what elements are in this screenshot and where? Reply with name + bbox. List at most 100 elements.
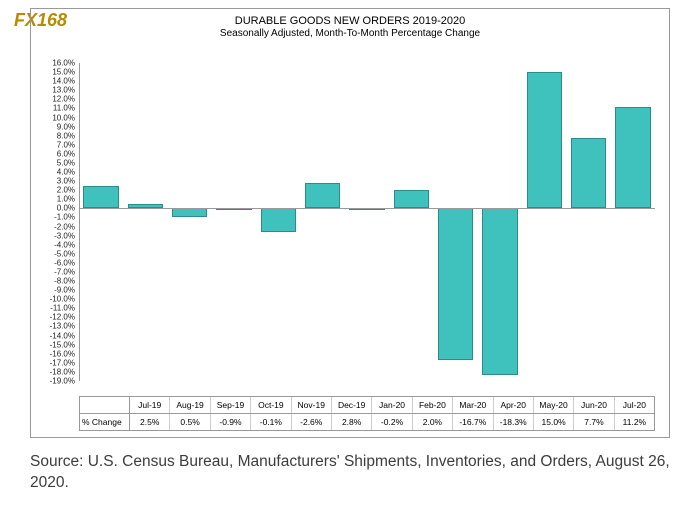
y-axis-tick-label: -13.0% xyxy=(50,322,75,331)
y-axis-tick-label: -11.0% xyxy=(50,304,75,313)
bar-column xyxy=(478,63,522,381)
table-header-cell: Jun-20 xyxy=(574,397,614,413)
y-axis-tick-label: 2.0% xyxy=(57,186,75,195)
y-axis-tick-label: 8.0% xyxy=(57,131,75,140)
bar-column xyxy=(389,63,433,381)
table-row-label: % Change xyxy=(80,414,130,430)
table-value-cell: 2.0% xyxy=(413,414,453,430)
y-axis-tick-label: -17.0% xyxy=(50,358,75,367)
table-value-cell: 7.7% xyxy=(574,414,614,430)
chart-titles: DURABLE GOODS NEW ORDERS 2019-2020 Seaso… xyxy=(31,9,669,39)
bar xyxy=(482,208,517,374)
table-header-cell: Jul-19 xyxy=(130,397,170,413)
chart-plot-area: -19.0%-18.0%-17.0%-16.0%-15.0%-14.0%-13.… xyxy=(79,63,655,381)
table-header-cell: Nov-19 xyxy=(292,397,332,413)
y-axis-tick-label: 16.0% xyxy=(52,59,75,68)
bar-column xyxy=(212,63,256,381)
table-value-cell: 11.2% xyxy=(615,414,654,430)
bar-column xyxy=(345,63,389,381)
bar xyxy=(305,183,340,208)
chart-bars xyxy=(79,63,655,381)
y-axis-tick-label: -10.0% xyxy=(50,295,75,304)
y-axis-tick-label: 1.0% xyxy=(57,195,75,204)
source-citation: Source: U.S. Census Bureau, Manufacturer… xyxy=(30,452,670,494)
chart-data-table: Jul-19Aug-19Sep-19Oct-19Nov-19Dec-19Jan-… xyxy=(79,396,655,431)
table-value-cell: -0.2% xyxy=(372,414,412,430)
bar-column xyxy=(611,63,655,381)
y-axis-tick-label: 15.0% xyxy=(52,68,75,77)
bar-column xyxy=(301,63,345,381)
y-axis-tick-label: -9.0% xyxy=(54,286,75,295)
table-value-cell: -18.3% xyxy=(494,414,534,430)
table-header-row: Jul-19Aug-19Sep-19Oct-19Nov-19Dec-19Jan-… xyxy=(80,397,654,414)
y-axis-tick-label: -15.0% xyxy=(50,340,75,349)
y-axis-tick-label: 0.0% xyxy=(57,204,75,213)
bar-column xyxy=(168,63,212,381)
y-axis-tick-label: 4.0% xyxy=(57,168,75,177)
zero-baseline xyxy=(79,208,655,209)
table-header-cell: Feb-20 xyxy=(413,397,453,413)
bar-column xyxy=(566,63,610,381)
y-axis-tick-label: -2.0% xyxy=(54,222,75,231)
table-header-cells: Jul-19Aug-19Sep-19Oct-19Nov-19Dec-19Jan-… xyxy=(130,397,654,413)
bar-column xyxy=(79,63,123,381)
page-root: FX168 DURABLE GOODS NEW ORDERS 2019-2020… xyxy=(0,0,700,522)
chart-container: DURABLE GOODS NEW ORDERS 2019-2020 Seaso… xyxy=(30,8,670,438)
y-axis-tick-label: 9.0% xyxy=(57,122,75,131)
y-axis-tick-label: -12.0% xyxy=(50,313,75,322)
table-header-cell: May-20 xyxy=(534,397,574,413)
chart-subtitle: Seasonally Adjusted, Month-To-Month Perc… xyxy=(31,28,669,39)
bar-column xyxy=(522,63,566,381)
bar-column xyxy=(256,63,300,381)
table-value-cell: -0.9% xyxy=(211,414,251,430)
table-header-cell: Aug-19 xyxy=(170,397,210,413)
y-axis-tick-label: 5.0% xyxy=(57,158,75,167)
y-axis-tick-label: 11.0% xyxy=(53,104,75,113)
table-value-cell: 0.5% xyxy=(170,414,210,430)
y-axis-tick-label: 6.0% xyxy=(57,149,75,158)
table-header-cell: Mar-20 xyxy=(453,397,493,413)
y-axis-tick-label: -18.0% xyxy=(50,367,75,376)
table-value-cell: -2.6% xyxy=(292,414,332,430)
bar xyxy=(527,72,562,208)
table-header-blank xyxy=(80,397,130,413)
bar-column xyxy=(434,63,478,381)
bar xyxy=(571,138,606,208)
table-header-cell: Jan-20 xyxy=(372,397,412,413)
y-axis-tick-label: -1.0% xyxy=(54,213,75,222)
y-axis-tick-label: 10.0% xyxy=(52,113,75,122)
y-axis-tick-label: 7.0% xyxy=(57,140,75,149)
table-header-cell: Oct-19 xyxy=(251,397,291,413)
table-header-cell: Apr-20 xyxy=(494,397,534,413)
table-value-cell: 15.0% xyxy=(534,414,574,430)
bar xyxy=(615,107,650,209)
table-value-cell: 2.8% xyxy=(332,414,372,430)
y-axis-tick-label: -3.0% xyxy=(54,231,75,240)
y-axis-tick-label: -8.0% xyxy=(54,277,75,286)
y-axis-tick-label: 12.0% xyxy=(52,95,75,104)
bar-column xyxy=(123,63,167,381)
table-header-cell: Sep-19 xyxy=(211,397,251,413)
bar xyxy=(83,186,118,209)
bar xyxy=(394,190,429,208)
y-axis-tick-label: 14.0% xyxy=(52,77,75,86)
table-header-cell: Jul-20 xyxy=(615,397,654,413)
y-axis-tick-label: -19.0% xyxy=(50,377,75,386)
y-axis-tick-label: -6.0% xyxy=(54,258,75,267)
y-axis-tick-label: -7.0% xyxy=(54,267,75,276)
y-axis-tick-label: -5.0% xyxy=(54,249,75,258)
y-axis-tick-label: -4.0% xyxy=(54,240,75,249)
y-axis-tick-label: 3.0% xyxy=(57,177,75,186)
bar xyxy=(172,208,207,216)
bar xyxy=(438,208,473,360)
table-value-cell: 2.5% xyxy=(130,414,170,430)
y-axis-tick-label: -14.0% xyxy=(50,331,75,340)
table-value-cell: -0.1% xyxy=(251,414,291,430)
table-data-row: % Change 2.5%0.5%-0.9%-0.1%-2.6%2.8%-0.2… xyxy=(80,414,654,430)
y-axis-tick-label: -16.0% xyxy=(50,349,75,358)
table-value-cell: -16.7% xyxy=(453,414,493,430)
chart-title: DURABLE GOODS NEW ORDERS 2019-2020 xyxy=(31,15,669,27)
table-value-cells: 2.5%0.5%-0.9%-0.1%-2.6%2.8%-0.2%2.0%-16.… xyxy=(130,414,654,430)
y-axis-tick-label: 13.0% xyxy=(52,86,75,95)
table-header-cell: Dec-19 xyxy=(332,397,372,413)
